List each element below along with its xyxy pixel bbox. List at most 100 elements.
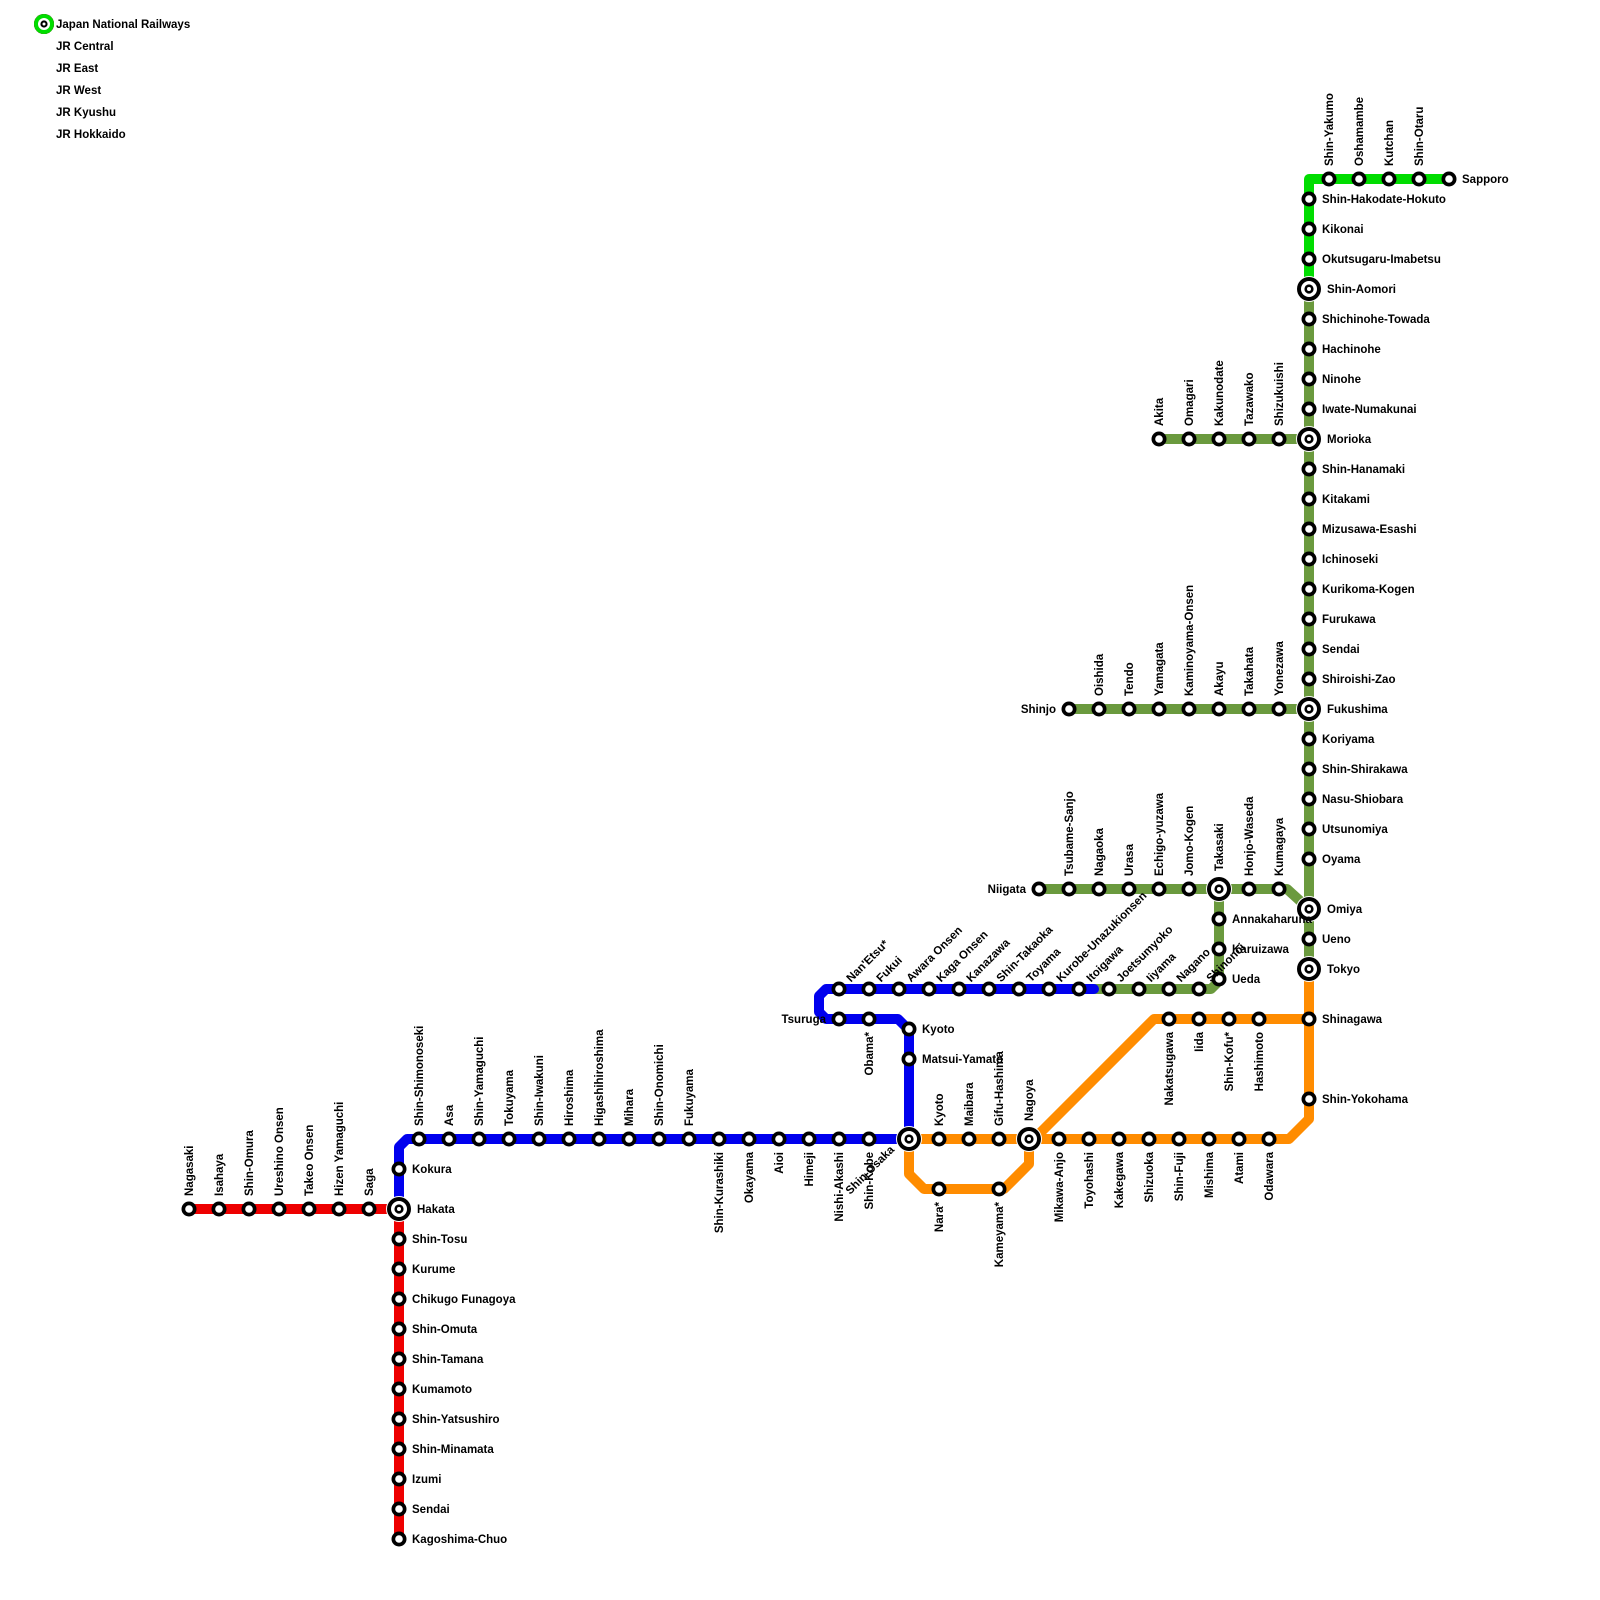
station-ninohe[interactable]: Ninohe bbox=[1301, 371, 1361, 387]
station-shizuoka[interactable]: Shizuoka bbox=[1141, 1131, 1157, 1203]
station-chikugo-funagoya[interactable]: Chikugo Funagoya bbox=[391, 1291, 517, 1307]
station-himeji[interactable]: Himeji bbox=[801, 1131, 817, 1187]
station-hiroshima[interactable]: Hiroshima bbox=[561, 1069, 577, 1147]
station-kokura[interactable]: Kokura bbox=[391, 1161, 453, 1177]
station-shin-shirakawa[interactable]: Shin-Shirakawa bbox=[1301, 761, 1409, 777]
station-shin-yatsushiro[interactable]: Shin-Yatsushiro bbox=[391, 1411, 500, 1427]
station-shin-minamata[interactable]: Shin-Minamata bbox=[391, 1441, 495, 1457]
station-higashihiroshima[interactable]: Higashihiroshima bbox=[591, 1029, 607, 1147]
station-toyohashi[interactable]: Toyohashi bbox=[1081, 1131, 1097, 1209]
station-tokyo[interactable]: Tokyo bbox=[1296, 956, 1360, 982]
station-izumi[interactable]: Izumi bbox=[391, 1471, 442, 1487]
station-kumagaya[interactable]: Kumagaya bbox=[1271, 817, 1287, 897]
station-ureshino-onsen[interactable]: Ureshino Onsen bbox=[271, 1107, 287, 1217]
station-takasaki[interactable]: Takasaki bbox=[1206, 823, 1232, 902]
station-ueda[interactable]: Ueda bbox=[1211, 971, 1261, 987]
station-shin-kurashiki[interactable]: Shin-Kurashiki bbox=[711, 1131, 727, 1234]
station-oyama[interactable]: Oyama bbox=[1301, 851, 1361, 867]
station-shin-hakodate-hokuto[interactable]: Shin-Hakodate-Hokuto bbox=[1301, 191, 1446, 207]
station-urasa[interactable]: Urasa bbox=[1121, 843, 1137, 897]
station-saga[interactable]: Saga bbox=[361, 1168, 377, 1217]
station-kaminoyama-onsen[interactable]: Kaminoyama-Onsen bbox=[1181, 585, 1197, 717]
station-kurume[interactable]: Kurume bbox=[391, 1261, 456, 1277]
station-kurikoma-kogen[interactable]: Kurikoma-Kogen bbox=[1301, 581, 1415, 597]
station-sendai-2[interactable]: Sendai bbox=[391, 1501, 450, 1517]
station-shin-aomori[interactable]: Shin-Aomori bbox=[1296, 276, 1396, 302]
station-gifu-hashima[interactable]: Gifu-Hashima bbox=[991, 1051, 1007, 1147]
station-iwate-numakunai[interactable]: Iwate-Numakunai bbox=[1301, 401, 1417, 417]
station-niigata[interactable]: Niigata bbox=[988, 881, 1047, 897]
station-shin-hanamaki[interactable]: Shin-Hanamaki bbox=[1301, 461, 1406, 477]
station-odawara[interactable]: Odawara bbox=[1261, 1131, 1277, 1201]
station-karuizawa[interactable]: Karuizawa bbox=[1211, 941, 1290, 957]
station-shin-omuta[interactable]: Shin-Omuta bbox=[391, 1321, 478, 1337]
station-nara[interactable]: Nara* bbox=[931, 1181, 947, 1233]
station-shin-tamana[interactable]: Shin-Tamana bbox=[391, 1351, 484, 1367]
station-shin-iwakuni[interactable]: Shin-Iwakuni bbox=[531, 1055, 547, 1147]
station-honjo-waseda[interactable]: Honjo-Waseda bbox=[1241, 796, 1257, 897]
station-furukawa[interactable]: Furukawa bbox=[1301, 611, 1377, 627]
station-nakatsugawa[interactable]: Nakatsugawa bbox=[1161, 1011, 1177, 1106]
station-maibara[interactable]: Maibara bbox=[961, 1082, 977, 1147]
station-omagari[interactable]: Omagari bbox=[1181, 379, 1197, 447]
station-shizukuishi[interactable]: Shizukuishi bbox=[1271, 362, 1287, 447]
station-shin-yokohama[interactable]: Shin-Yokohama bbox=[1301, 1091, 1409, 1107]
station-shin-omura[interactable]: Shin-Omura bbox=[241, 1130, 257, 1217]
station-kyoto[interactable]: Kyoto bbox=[901, 1021, 955, 1037]
station-tendo[interactable]: Tendo bbox=[1121, 662, 1137, 717]
station-shinagawa[interactable]: Shinagawa bbox=[1301, 1011, 1383, 1027]
station-kakegawa[interactable]: Kakegawa bbox=[1111, 1131, 1127, 1209]
station-kumamoto[interactable]: Kumamoto bbox=[391, 1381, 473, 1397]
station-shin-kobe[interactable]: Shin-Kobe bbox=[861, 1131, 877, 1210]
station-shin-onomichi[interactable]: Shin-Onomichi bbox=[651, 1044, 667, 1147]
station-shin-kofu[interactable]: Shin-Kofu* bbox=[1221, 1011, 1237, 1092]
station-mikawa-anjo[interactable]: Mikawa-Anjo bbox=[1051, 1131, 1067, 1223]
station-annakaharuna[interactable]: Annakaharuna bbox=[1211, 911, 1313, 927]
station-shin-shimonoseki[interactable]: Shin-Shimonoseki bbox=[411, 1026, 427, 1147]
station-iida[interactable]: Iida bbox=[1191, 1011, 1207, 1052]
station-nishi-akashi[interactable]: Nishi-Akashi bbox=[831, 1131, 847, 1222]
station-oshamambe[interactable]: Oshamambe bbox=[1351, 97, 1367, 187]
station-sapporo[interactable]: Sapporo bbox=[1441, 171, 1509, 187]
station-tazawako[interactable]: Tazawako bbox=[1241, 373, 1257, 447]
station-fukushima[interactable]: Fukushima bbox=[1296, 696, 1388, 722]
station-shichinohe-towada[interactable]: Shichinohe-Towada bbox=[1301, 311, 1431, 327]
station-obama[interactable]: Obama* bbox=[861, 1011, 877, 1076]
station-shin-fuji[interactable]: Shin-Fuji bbox=[1171, 1131, 1187, 1202]
station-akayu[interactable]: Akayu bbox=[1211, 661, 1227, 717]
station-nasu-shiobara[interactable]: Nasu-Shiobara bbox=[1301, 791, 1404, 807]
station-shin-yakumo[interactable]: Shin-Yakumo bbox=[1321, 93, 1337, 187]
station-hashimoto[interactable]: Hashimoto bbox=[1251, 1011, 1267, 1092]
station-hizen-yamaguchi[interactable]: Hizen Yamaguchi bbox=[331, 1102, 347, 1217]
station-omiya[interactable]: Omiya bbox=[1296, 896, 1363, 922]
station-takeo-onsen[interactable]: Takeo Onsen bbox=[301, 1125, 317, 1217]
station-kutchan[interactable]: Kutchan bbox=[1381, 120, 1397, 187]
station-ueno[interactable]: Ueno bbox=[1301, 931, 1351, 947]
station-echigo-yuzawa[interactable]: Echigo-yuzawa bbox=[1151, 792, 1167, 897]
station-shin-yamaguchi[interactable]: Shin-Yamaguchi bbox=[471, 1037, 487, 1147]
station-aioi[interactable]: Aioi bbox=[771, 1131, 787, 1174]
station-shiroishi-zao[interactable]: Shiroishi-Zao bbox=[1301, 671, 1396, 687]
station-atami[interactable]: Atami bbox=[1231, 1131, 1247, 1184]
station-morioka[interactable]: Morioka bbox=[1296, 426, 1372, 452]
station-yamagata[interactable]: Yamagata bbox=[1151, 642, 1167, 717]
station-tokuyama[interactable]: Tokuyama bbox=[501, 1069, 517, 1147]
station-jomo-kogen[interactable]: Jomo-Kogen bbox=[1181, 806, 1197, 897]
station-kitakami[interactable]: Kitakami bbox=[1301, 491, 1370, 507]
station-shin-otaru[interactable]: Shin-Otaru bbox=[1411, 107, 1427, 187]
station-tsuruga[interactable]: Tsuruga bbox=[781, 1011, 847, 1027]
station-yonezawa[interactable]: Yonezawa bbox=[1271, 641, 1287, 717]
station-kameyama[interactable]: Kameyama* bbox=[991, 1181, 1007, 1268]
station-koriyama[interactable]: Koriyama bbox=[1301, 731, 1376, 747]
station-nagaoka[interactable]: Nagaoka bbox=[1091, 827, 1107, 897]
station-matsui-yamato[interactable]: Matsui-Yamato bbox=[901, 1051, 1004, 1067]
station-takahata[interactable]: Takahata bbox=[1241, 646, 1257, 717]
station-kagoshima-chuo[interactable]: Kagoshima-Chuo bbox=[391, 1531, 508, 1547]
station-isahaya[interactable]: Isahaya bbox=[211, 1153, 227, 1217]
station-okutsugaru-imabetsu[interactable]: Okutsugaru-Imabetsu bbox=[1301, 251, 1441, 267]
station-oishida[interactable]: Oishida bbox=[1091, 653, 1107, 717]
station-tsubame-sanjo[interactable]: Tsubame-Sanjo bbox=[1061, 791, 1077, 897]
station-kikonai[interactable]: Kikonai bbox=[1301, 221, 1364, 237]
station-mizusawa-esashi[interactable]: Mizusawa-Esashi bbox=[1301, 521, 1417, 537]
station-fukuyama[interactable]: Fukuyama bbox=[681, 1069, 697, 1147]
